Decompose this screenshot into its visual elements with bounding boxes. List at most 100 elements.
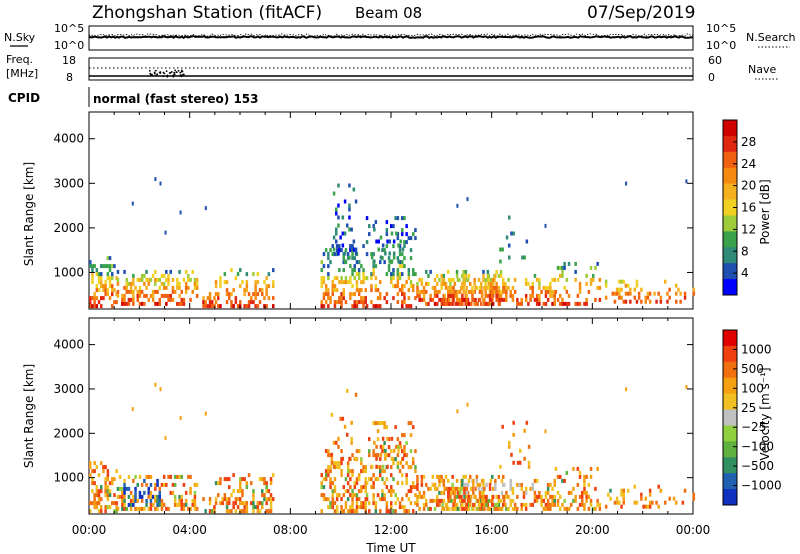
- heatmap-cell: [487, 498, 490, 503]
- heatmap-cell: [362, 280, 365, 285]
- heatmap-cell: [118, 486, 122, 491]
- heatmap-cell: [97, 497, 101, 502]
- heatmap-cell: [234, 501, 238, 506]
- heatmap-cell: [93, 264, 96, 269]
- heatmap-cell: [232, 304, 235, 309]
- heatmap-cell: [546, 506, 550, 511]
- heatmap-cell: [102, 288, 105, 293]
- heatmap-cell: [272, 497, 275, 502]
- heatmap-cell: [93, 300, 96, 305]
- heatmap-cell: [444, 281, 448, 286]
- heatmap-cell: [620, 504, 623, 509]
- heatmap-cell: [187, 273, 190, 278]
- heatmap-cell: [551, 494, 554, 499]
- heatmap-cell: [484, 277, 487, 282]
- heatmap-cell: [390, 465, 393, 470]
- heatmap-cell: [491, 486, 495, 491]
- heatmap-cell: [327, 256, 330, 261]
- heatmap-cell: [97, 300, 101, 305]
- heatmap-cell: [666, 299, 669, 304]
- heatmap-cell: [436, 301, 439, 306]
- heatmap-cell: [416, 478, 419, 483]
- heatmap-cell: [494, 478, 497, 483]
- heatmap-cell: [403, 256, 406, 261]
- heatmap-cell: [337, 223, 340, 228]
- heatmap-cell: [440, 285, 443, 290]
- n-sky-label: N.Sky: [4, 31, 36, 44]
- heatmap-cell: [396, 272, 400, 277]
- heatmap-cell: [374, 509, 378, 514]
- heatmap-cell: [381, 497, 384, 502]
- heatmap-cell: [427, 273, 430, 278]
- heatmap-cell: [173, 482, 177, 487]
- heatmap-cell: [132, 502, 135, 507]
- heatmap-cell: [331, 284, 334, 289]
- heatmap-cell: [214, 280, 218, 285]
- heatmap-cell: [456, 506, 460, 511]
- heatmap-cell: [267, 489, 271, 494]
- heatmap-cell: [501, 424, 504, 429]
- heatmap-cell: [239, 268, 242, 273]
- heatmap-cell: [659, 295, 663, 300]
- heatmap-cell: [563, 301, 566, 306]
- heatmap-cell: [533, 498, 537, 503]
- heatmap-cell: [466, 502, 470, 507]
- heatmap-cell: [211, 300, 214, 305]
- heatmap-cell: [527, 464, 531, 469]
- colorbar-segment: [723, 151, 737, 169]
- heatmap-cell: [471, 293, 474, 298]
- heatmap-cell: [269, 477, 273, 482]
- heatmap-cell: [97, 288, 101, 293]
- heatmap-cell: [455, 269, 459, 274]
- heatmap-cell: [511, 293, 515, 298]
- heatmap-cell: [416, 482, 419, 487]
- heatmap-cell: [106, 276, 110, 281]
- heatmap-cell: [173, 498, 177, 503]
- heatmap-cell: [436, 293, 439, 298]
- heatmap-cell: [416, 289, 419, 294]
- heatmap-cell: [379, 473, 382, 478]
- heatmap-cell: [466, 490, 470, 495]
- heatmap-cell: [625, 181, 628, 186]
- heatmap-cell: [576, 301, 580, 306]
- heatmap-cell: [462, 289, 465, 294]
- heatmap-cell: [494, 273, 497, 278]
- heatmap-cell: [171, 289, 175, 294]
- heatmap-cell: [370, 284, 373, 289]
- heatmap-cell: [132, 498, 135, 503]
- heatmap-cell: [467, 478, 471, 483]
- heatmap-cell: [372, 501, 375, 506]
- heatmap-cell: [635, 283, 639, 288]
- heatmap-cell: [578, 474, 582, 479]
- heatmap-cell: [265, 292, 268, 297]
- heatmap-cell: [519, 460, 522, 465]
- heatmap-cell: [620, 488, 623, 493]
- heatmap-cell: [456, 289, 460, 294]
- heatmap-cell: [91, 477, 94, 482]
- heatmap-cell: [149, 277, 153, 282]
- y-tick-label: 1000: [53, 265, 84, 279]
- heatmap-cell: [208, 304, 212, 309]
- heatmap-cell: [489, 301, 493, 306]
- heatmap-cell: [466, 402, 469, 407]
- heatmap-cell: [256, 272, 260, 277]
- heatmap-cell: [370, 485, 373, 490]
- heatmap-cell: [102, 465, 105, 470]
- heatmap-cell: [127, 494, 131, 499]
- heatmap-cell: [362, 268, 365, 273]
- heatmap-cell: [254, 505, 257, 510]
- heatmap-cell: [491, 277, 495, 282]
- heatmap-cell: [572, 466, 575, 471]
- heatmap-cell: [455, 293, 459, 298]
- heatmap-cell: [151, 293, 155, 298]
- heatmap-cell: [440, 498, 443, 503]
- heatmap-cell: [204, 509, 207, 514]
- heatmap-cell: [97, 501, 101, 506]
- heatmap-cell: [390, 473, 393, 478]
- heatmap-cell: [160, 498, 164, 503]
- heatmap-cell: [195, 281, 199, 286]
- heatmap-cell: [375, 456, 378, 461]
- heatmap-cell: [379, 235, 383, 240]
- heatmap-cell: [386, 239, 389, 244]
- heatmap-cell: [546, 297, 550, 302]
